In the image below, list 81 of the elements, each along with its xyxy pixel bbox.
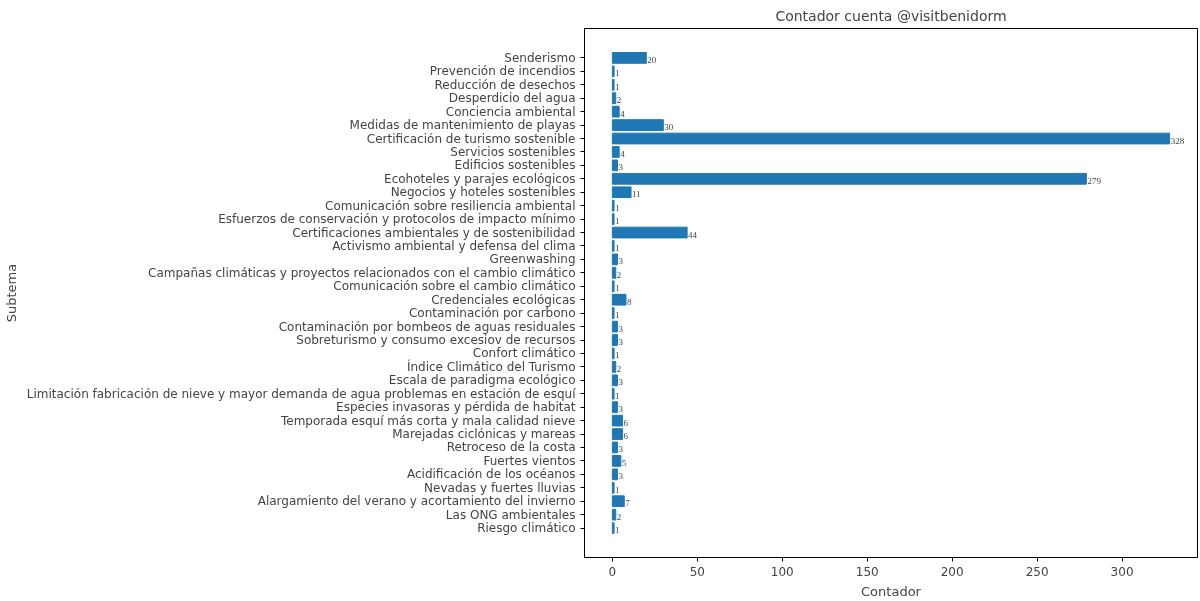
y-tick-label: Marejadas ciclónicas y mareas	[392, 427, 576, 442]
y-tick-label: Fuertes vientos	[483, 453, 576, 468]
data-label: 1	[615, 283, 620, 294]
data-label: 4	[620, 108, 626, 119]
y-tick-label: Medidas de mantenimiento de playas	[349, 118, 576, 133]
x-tick-label: 100	[770, 564, 794, 579]
y-tick-label: Servicios sostenibles	[450, 144, 576, 159]
x-tick-label: 300	[1110, 564, 1134, 579]
y-tick-label: Negocios y hoteles sostenibles	[390, 185, 576, 200]
y-tick-label: Acidificación de los océanos	[406, 467, 576, 482]
y-tick-label: Riesgo climático	[477, 521, 576, 536]
data-label: 3	[618, 162, 624, 173]
y-tick-label: Comunicación sobre el cambio climático	[333, 279, 576, 294]
y-tick-label: Campañas climáticas y proyectos relacionados con el cambio climático	[148, 265, 576, 280]
data-label: 2	[616, 95, 622, 106]
data-label: 1	[615, 202, 620, 213]
x-axis-title: Contador	[861, 583, 922, 599]
chart-title: Contador cuenta @visitbenidorm	[775, 7, 1007, 24]
y-tick-label: Sobreturismo y consumo excesiov de recursos	[296, 333, 576, 348]
y-tick-label: Reducción de desechos	[434, 77, 576, 92]
data-label: 328	[1170, 135, 1185, 146]
data-label: 6	[623, 417, 629, 428]
y-tick-label: Desperdicio del agua	[448, 91, 576, 106]
y-tick-label: Edificios sostenibles	[454, 158, 576, 173]
y-tick-label: Ecohoteles y parajes ecológicos	[384, 171, 576, 186]
y-tick-label: Alargamiento del verano y acortamiento del invierno	[257, 494, 576, 509]
x-tick-label: 0	[608, 564, 617, 579]
y-tick-label: Greenwashing	[489, 252, 576, 267]
y-tick-label: Especies invasoras y pérdida de habitat	[336, 400, 576, 415]
y-axis-title: Subtema	[3, 263, 19, 323]
data-label: 3	[618, 471, 624, 482]
data-label: 3	[618, 377, 624, 388]
y-tick-label: Temporada esquí más corta y mala calidad nieve	[279, 413, 576, 428]
data-label: 2	[616, 363, 622, 374]
data-label: 1	[615, 484, 620, 495]
y-tick-label: Contaminación por bombeos de aguas residuales	[278, 319, 576, 334]
y-tick-label: Retroceso de la costa	[446, 440, 576, 455]
data-label: 1	[615, 525, 620, 536]
y-tick-label: Credenciales ecológicas	[431, 292, 576, 307]
data-label: 1	[615, 81, 620, 92]
data-label: 1	[615, 390, 620, 401]
data-label: 8	[626, 296, 632, 307]
y-tick-label: Prevención de incendios	[429, 64, 576, 79]
data-label: 1	[615, 216, 620, 227]
data-label: 3	[618, 337, 624, 348]
x-tick-label: 200	[940, 564, 964, 579]
data-label: 3	[618, 444, 624, 455]
data-label: 44	[688, 229, 698, 240]
y-tick-label: Certificaciones ambientales y de sostenibilidad	[292, 225, 576, 240]
data-label: 2	[616, 511, 622, 522]
y-tick-label: Senderismo	[504, 50, 576, 65]
y-tick-label: Confort climático	[472, 346, 576, 361]
data-label: 2	[616, 269, 622, 280]
data-label: 20	[647, 54, 657, 65]
y-tick-label: Escala de paradigma ecológico	[388, 373, 576, 388]
data-label: 5	[621, 457, 627, 468]
y-tick-label: Comunicación sobre resiliencia ambiental	[325, 198, 576, 213]
data-label: 3	[618, 323, 624, 334]
y-tick-label: Índice Climático del Turismo	[406, 358, 576, 374]
data-label: 4	[620, 148, 626, 159]
y-tick-label: Nevadas y fuertes lluvias	[424, 480, 576, 495]
y-tick-label: Esfuerzos de conservación y protocolos de impacto mínimo	[218, 212, 576, 227]
data-label: 3	[618, 404, 624, 415]
y-tick-label: Conciencia ambiental	[445, 104, 576, 119]
data-label: 6	[623, 431, 629, 442]
data-label: 1	[615, 350, 620, 361]
y-tick-label: Certificación de turismo sostenible	[366, 131, 576, 146]
x-tick-label: 50	[689, 564, 705, 579]
data-label: 11	[632, 189, 641, 200]
data-label: 1	[615, 242, 620, 253]
data-label: 3	[618, 256, 624, 267]
data-label: 7	[625, 498, 631, 509]
x-tick-label: 250	[1025, 564, 1049, 579]
y-tick-label: Las ONG ambientales	[445, 507, 576, 522]
y-tick-label: Limitación fabricación de nieve y mayor demanda de agua problemas en estación de esquí	[26, 386, 577, 401]
data-label: 279	[1087, 175, 1102, 186]
data-label: 1	[615, 68, 620, 79]
data-label: 1	[615, 310, 620, 321]
data-label: 30	[664, 122, 674, 133]
y-tick-label: Contaminación por carbono	[408, 306, 576, 321]
x-tick-label: 150	[855, 564, 879, 579]
